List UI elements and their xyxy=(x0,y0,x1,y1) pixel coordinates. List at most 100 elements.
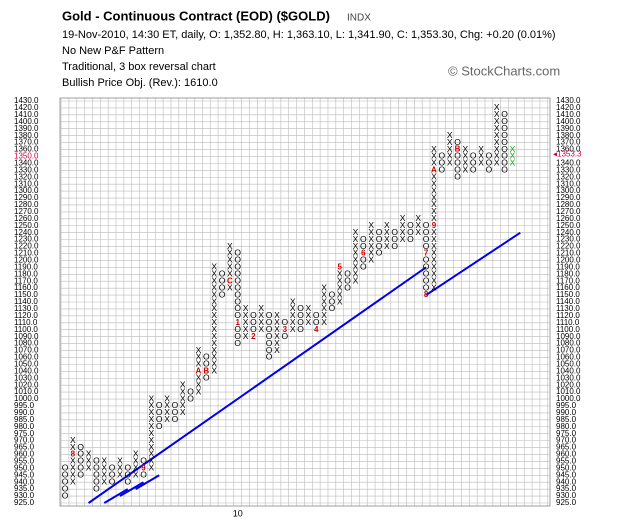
y-tick-label: 1140.0 xyxy=(14,297,38,306)
pnf-column: 4OO xyxy=(313,310,320,334)
pnf-column: XXX xyxy=(306,303,312,327)
box: O xyxy=(234,282,241,292)
month-marker: 3 xyxy=(283,325,288,334)
exchange: INDX xyxy=(347,13,371,24)
box: O xyxy=(501,144,508,154)
box: O xyxy=(391,227,398,237)
box: X xyxy=(180,379,186,389)
month-marker: 9 xyxy=(432,221,437,230)
y-tick-label: 1320.0 xyxy=(14,172,39,181)
box: X xyxy=(86,463,92,473)
box: O xyxy=(454,165,461,175)
box: X xyxy=(447,137,453,147)
box: O xyxy=(329,296,336,306)
y-tick-label-right: 1220.0 xyxy=(556,242,581,251)
box: X xyxy=(494,102,500,112)
box: O xyxy=(234,255,241,265)
box: O xyxy=(470,158,477,168)
month-marker: 1 xyxy=(235,318,240,327)
box: O xyxy=(219,275,226,285)
y-tick-label: 1430.0 xyxy=(14,96,39,105)
box: X xyxy=(258,310,264,320)
box: O xyxy=(407,227,414,237)
y-tick-label: 1150.0 xyxy=(14,290,38,299)
box: X xyxy=(133,463,139,473)
box: X xyxy=(321,317,327,327)
box: X xyxy=(431,185,437,195)
box: O xyxy=(124,470,131,480)
y-tick-label-right: 1400.0 xyxy=(556,117,581,126)
box: X xyxy=(431,234,437,244)
box: X xyxy=(494,151,500,161)
y-tick-label: 1050.0 xyxy=(14,359,39,368)
box: X xyxy=(415,213,421,223)
y-tick-label: 1260.0 xyxy=(14,214,39,223)
box: O xyxy=(219,269,226,279)
y-tick-label: 925.0 xyxy=(14,498,35,507)
box: O xyxy=(234,248,241,258)
box: X xyxy=(353,275,359,285)
month-marker: 8 xyxy=(71,450,76,459)
pnf-column: O3O xyxy=(281,317,288,341)
pattern: No New P&F Pattern xyxy=(62,45,164,57)
y-tick-label: 1380.0 xyxy=(14,131,39,140)
box: X xyxy=(290,310,296,320)
box: X xyxy=(384,234,390,244)
box: O xyxy=(438,151,445,161)
objective: Bullish Price Obj. (Rev.): 1610.0 xyxy=(62,77,218,89)
y-tick-label-right: 990.0 xyxy=(556,408,577,417)
box: X xyxy=(431,178,437,188)
box: X xyxy=(510,151,516,161)
box: X xyxy=(447,130,453,140)
y-tick-label-right: 1300.0 xyxy=(556,186,581,195)
y-tick-label-right: 1390.0 xyxy=(556,124,581,133)
box: X xyxy=(321,310,327,320)
box: O xyxy=(423,234,430,244)
box: X xyxy=(368,241,374,251)
box: O xyxy=(266,331,273,341)
box: X xyxy=(180,393,186,403)
month-marker: 4 xyxy=(314,325,319,334)
box: O xyxy=(109,463,116,473)
box: X xyxy=(149,400,155,410)
pnf-column: OOO xyxy=(109,463,116,487)
box: X xyxy=(211,338,217,348)
box: X xyxy=(86,456,92,466)
box: O xyxy=(423,269,430,279)
box: X xyxy=(321,296,327,306)
y-tick-label: 1080.0 xyxy=(14,339,39,348)
y-tick-label: 930.0 xyxy=(14,491,35,500)
pnf-column: XXX xyxy=(415,213,421,237)
box: O xyxy=(423,255,430,265)
y-tick-label-right: 1200.0 xyxy=(556,256,581,265)
box: X xyxy=(180,407,186,417)
y-tick-label-right: 950.0 xyxy=(556,463,577,472)
box: X xyxy=(274,338,280,348)
box: X xyxy=(117,470,123,480)
box: X xyxy=(353,227,359,237)
pnf-column: XXX xyxy=(117,456,123,480)
box: X xyxy=(290,303,296,313)
box: O xyxy=(266,352,273,362)
box: O xyxy=(266,345,273,355)
box: O xyxy=(391,241,398,251)
box: O xyxy=(454,158,461,168)
box: X xyxy=(321,303,327,313)
box: X xyxy=(101,470,107,480)
box: X xyxy=(149,435,155,445)
y-tick-label-right: 1150.0 xyxy=(556,290,580,299)
box: X xyxy=(117,463,123,473)
y-tick-label-right: 1410.0 xyxy=(556,110,581,119)
box: O xyxy=(360,234,367,244)
box: O xyxy=(250,317,257,327)
box: O xyxy=(62,490,69,500)
box: X xyxy=(211,296,217,306)
box: X xyxy=(337,275,343,285)
